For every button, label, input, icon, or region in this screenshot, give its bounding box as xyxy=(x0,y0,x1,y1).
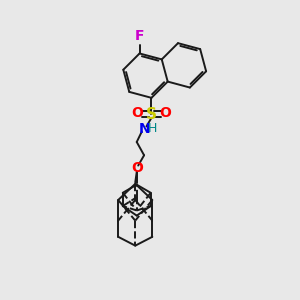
Text: O: O xyxy=(131,161,143,176)
Text: S: S xyxy=(146,106,157,122)
Text: N: N xyxy=(138,122,150,136)
Text: H: H xyxy=(148,122,157,135)
Text: O: O xyxy=(132,106,144,120)
Text: F: F xyxy=(135,29,144,43)
Text: O: O xyxy=(159,106,171,120)
